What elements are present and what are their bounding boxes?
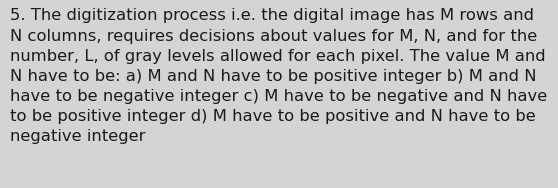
Text: 5. The digitization process i.e. the digital image has M rows and
N columns, req: 5. The digitization process i.e. the dig… [10,8,547,144]
